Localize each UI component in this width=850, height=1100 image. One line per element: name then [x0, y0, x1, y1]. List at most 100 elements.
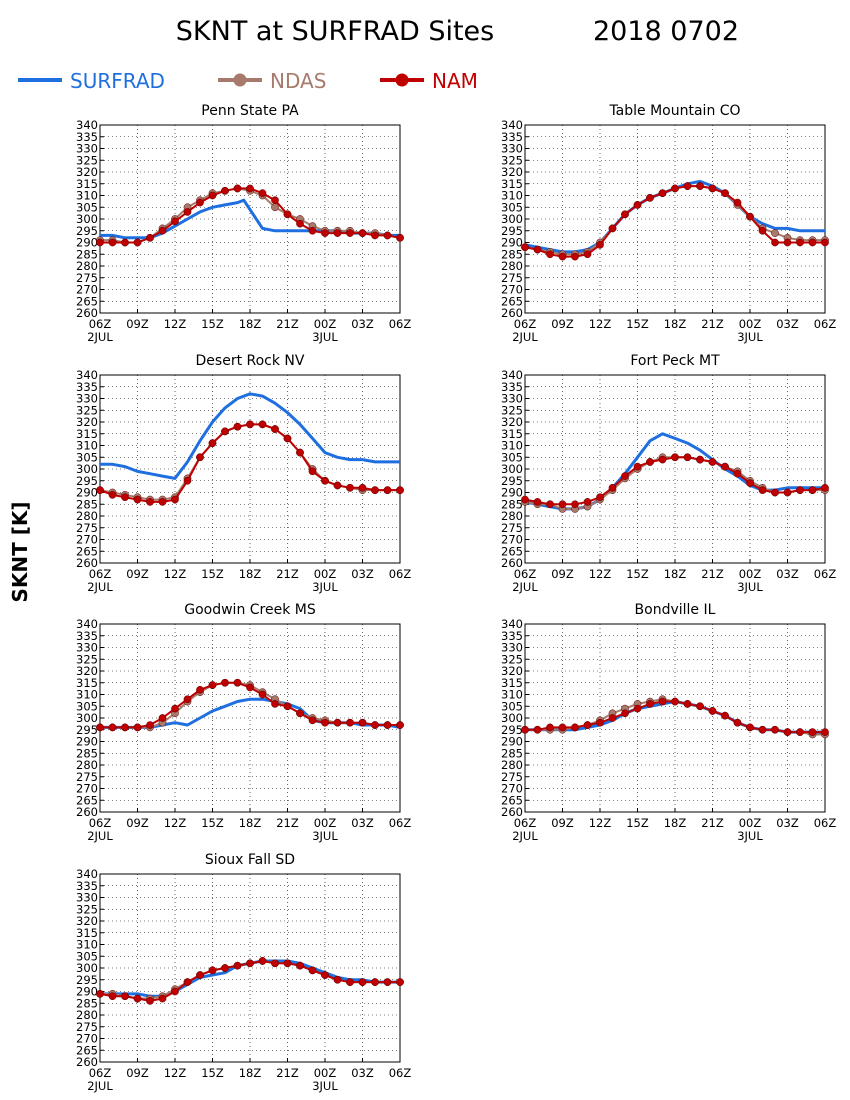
point-nam — [796, 728, 804, 736]
legend-marker — [395, 73, 409, 87]
x-tick-label: 06Z — [89, 816, 112, 830]
point-nam — [108, 723, 117, 732]
point-nam — [383, 486, 392, 494]
point-nam — [196, 971, 204, 979]
panels: Penn State PA260265270275280285290295300… — [76, 103, 836, 1093]
point-nam — [346, 978, 354, 986]
point-nam — [321, 718, 329, 727]
point-nam — [146, 498, 154, 506]
point-nam — [321, 971, 329, 979]
y-tick-label: 265 — [501, 294, 523, 308]
point-nam — [696, 702, 704, 711]
y-tick-label: 290 — [76, 735, 98, 749]
point-nam — [583, 250, 592, 259]
point-nam — [296, 219, 304, 228]
y-tick-label: 335 — [501, 629, 523, 643]
y-tick-label: 310 — [501, 439, 523, 453]
y-tick-label: 340 — [501, 368, 523, 382]
legend-marker — [233, 73, 247, 87]
y-tick-label: 300 — [76, 961, 98, 975]
point-nam — [821, 238, 829, 247]
point-nam — [308, 716, 317, 725]
y-tick-label: 265 — [501, 793, 523, 807]
y-tick-label: 335 — [76, 629, 98, 643]
point-ndas — [771, 229, 779, 237]
x-tick-label: 06Z — [514, 317, 537, 331]
x-tick-label: 12Z — [164, 317, 187, 331]
point-nam — [371, 721, 379, 729]
legend-nam: NAM — [380, 69, 478, 93]
point-nam — [658, 189, 667, 197]
point-nam — [246, 184, 254, 193]
y-tick-label: 265 — [76, 544, 98, 558]
y-tick-label: 325 — [76, 153, 98, 167]
point-nam — [646, 458, 654, 466]
x-tick-label: 00Z — [739, 816, 762, 830]
y-tick-label: 320 — [76, 415, 98, 429]
panel-title: Table Mountain CO — [608, 103, 740, 119]
point-nam — [746, 723, 754, 732]
panel-2: Desert Rock NV26026527027528028529029530… — [76, 353, 411, 594]
point-nam — [333, 718, 342, 727]
y-tick-label: 295 — [76, 973, 98, 987]
point-nam — [183, 695, 192, 704]
point-nam — [758, 725, 767, 734]
point-nam — [158, 226, 167, 235]
point-nam — [108, 238, 117, 247]
y-tick-label: 315 — [76, 676, 98, 690]
y-tick-label: 285 — [501, 497, 523, 511]
x-tick-label: 06Z — [89, 317, 112, 331]
point-ndas — [271, 203, 279, 212]
x-day-label: 3JUL — [312, 829, 338, 843]
y-tick-label: 295 — [501, 723, 523, 737]
y-tick-label: 335 — [76, 130, 98, 144]
y-tick-label: 315 — [501, 427, 523, 441]
x-day-label: 2JUL — [87, 330, 113, 344]
point-nam — [633, 201, 642, 209]
panel-0: Penn State PA 260265270275280285290295300… — [76, 103, 411, 344]
point-nam — [158, 498, 167, 506]
point-nam — [108, 992, 117, 1001]
point-nam — [358, 229, 367, 237]
y-tick-label: 315 — [76, 177, 98, 191]
x-tick-label: 03Z — [776, 567, 799, 581]
panel-1: Table Mountain CO 26026527027528028529029… — [501, 103, 836, 344]
y-tick-label: 340 — [76, 867, 98, 881]
point-nam — [571, 723, 579, 732]
point-nam — [658, 697, 667, 706]
y-tick-label: 285 — [76, 497, 98, 511]
y-tick-label: 340 — [501, 617, 523, 631]
point-nam — [171, 217, 179, 226]
y-tick-label: 290 — [501, 735, 523, 749]
point-nam — [183, 476, 192, 485]
y-tick-label: 275 — [76, 521, 98, 535]
panel-title: Fort Peck MT — [630, 353, 720, 369]
series-nam — [521, 182, 829, 261]
y-axis-label: SKNT [K] — [8, 501, 32, 602]
y-tick-label: 300 — [76, 711, 98, 725]
panel-5: Bondville IL2602652702752802852902953003… — [501, 602, 836, 843]
y-tick-label: 305 — [501, 200, 523, 214]
point-nam — [196, 198, 204, 207]
y-tick-label: 280 — [76, 1008, 98, 1022]
point-nam — [221, 678, 229, 687]
y-tick-label: 260 — [501, 306, 523, 320]
series-nam — [521, 453, 829, 509]
point-nam — [158, 714, 167, 722]
point-nam — [558, 252, 567, 261]
x-tick-label: 18Z — [664, 816, 687, 830]
x-tick-label: 18Z — [664, 567, 687, 581]
point-nam — [296, 448, 304, 457]
point-nam — [571, 252, 579, 261]
y-tick-label: 305 — [76, 699, 98, 713]
y-tick-label: 310 — [76, 189, 98, 203]
x-tick-label: 09Z — [551, 567, 574, 581]
y-tick-label: 275 — [501, 770, 523, 784]
grid — [100, 125, 400, 313]
y-tick-label: 315 — [501, 676, 523, 690]
y-tick-label: 315 — [501, 177, 523, 191]
x-day-label: 2JUL — [87, 829, 113, 843]
y-tick-label: 325 — [501, 153, 523, 167]
y-tick-label: 335 — [501, 380, 523, 394]
x-day-label: 2JUL — [87, 1079, 113, 1093]
